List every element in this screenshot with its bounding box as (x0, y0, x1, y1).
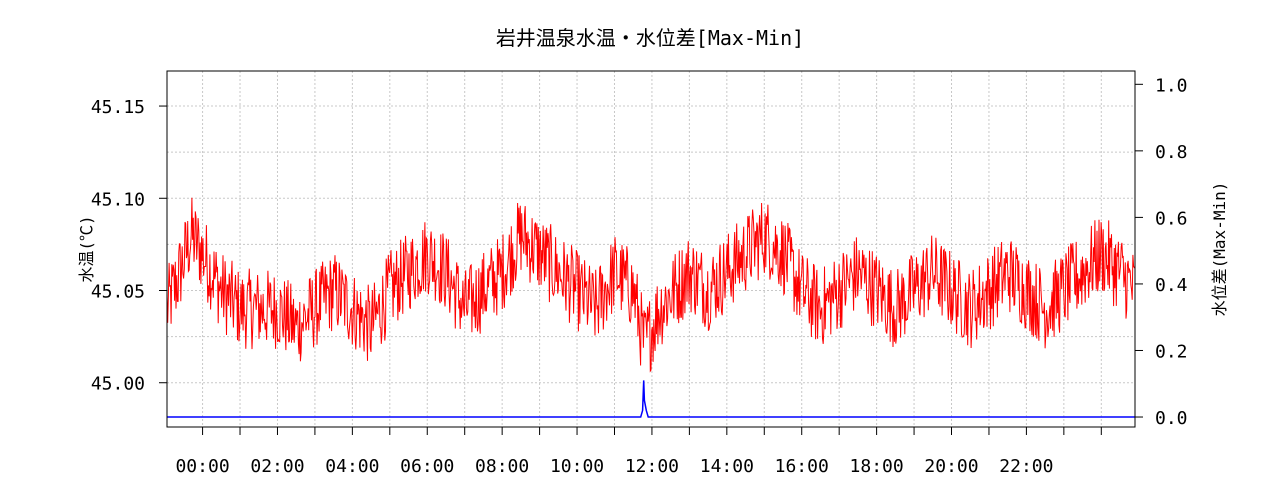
water-level-line (167, 380, 1135, 418)
water-level-diff-series (167, 380, 1135, 418)
y2-tick-label: 0.0 (1155, 408, 1188, 429)
x-tick-label: 14:00 (700, 456, 754, 477)
x-tick-label: 06:00 (400, 456, 454, 477)
x-tick-label: 16:00 (775, 456, 829, 477)
y2-tick-label: 0.8 (1155, 142, 1188, 163)
x-tick-label: 22:00 (999, 456, 1053, 477)
y-tick-label: 45.10 (91, 189, 145, 210)
x-tick-label: 04:00 (325, 456, 379, 477)
y-axis-label: 水温(℃) (77, 215, 96, 282)
x-tick-label: 12:00 (625, 456, 679, 477)
x-tick-label: 10:00 (550, 456, 604, 477)
y2-axis-label: 水位差(Max-Min) (1210, 182, 1229, 317)
y-tick-label: 45.15 (91, 97, 145, 118)
y-axis-left: 45.00 45.05 45.10 45.15 (91, 97, 167, 395)
x-tick-label: 00:00 (175, 456, 229, 477)
chart-title: 岩井温泉水温・水位差[Max-Min] (496, 26, 804, 50)
y2-tick-label: 0.6 (1155, 208, 1188, 229)
x-axis: 00:00 02:00 04:00 06:00 08:00 10:00 12:00 14:00… (175, 427, 1102, 477)
y2-tick-label: 1.0 (1155, 75, 1188, 96)
x-tick-label: 18:00 (850, 456, 904, 477)
x-tick-label: 08:00 (475, 456, 529, 477)
plot-frame (166, 70, 1136, 428)
temperature-series (166, 197, 1136, 373)
x-tick-label: 02:00 (250, 456, 304, 477)
x-tick-label: 20:00 (924, 456, 978, 477)
y-tick-label: 45.00 (91, 374, 145, 395)
temperature-line (166, 197, 1136, 373)
y2-tick-label: 0.4 (1155, 275, 1188, 296)
y-axis-right: 0.0 0.2 0.4 0.6 0.8 1.0 (1135, 75, 1188, 429)
y-tick-label: 45.05 (91, 282, 145, 303)
grid (167, 71, 1135, 427)
y2-tick-label: 0.2 (1155, 341, 1188, 362)
